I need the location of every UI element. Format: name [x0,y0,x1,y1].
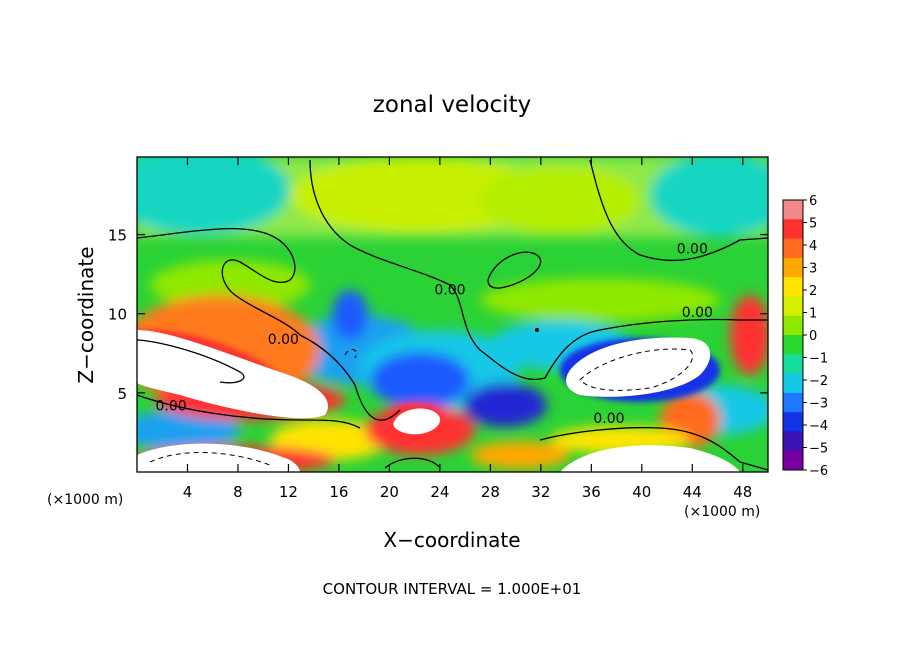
contour-labels: 0.00 0.00 0.00 0.00 0.00 0.00 [155,242,712,427]
y-tick-label: 15 [108,227,127,245]
colorbar-tick-label: −4 [809,419,828,434]
colorbar-tick-label: −3 [809,397,828,412]
x-tick-label: 48 [733,483,752,501]
colorbar-swatch [783,412,803,432]
colorbar-swatch [783,354,803,375]
heatmap-field [137,157,768,472]
x-unit-label-right: (×1000 m) [684,504,760,520]
contour-label: 0.00 [593,411,624,427]
colorbar-swatch [783,450,803,471]
x-tick-label: 44 [683,483,702,501]
colorbar-swatch [783,315,803,336]
colorbar-tick-label: −5 [809,442,828,457]
colorbar-swatch [783,257,803,278]
colorbar-tick-label: −2 [809,374,828,389]
colorbar-swatch [783,219,803,240]
colorbar-swatch [783,296,803,317]
x-tick-label: 16 [329,483,348,501]
x-tick-label: 8 [233,483,243,501]
contour-label: 0.00 [434,283,465,299]
x-tick-label: 40 [632,483,651,501]
contour-label: 0.00 [682,305,713,321]
x-axis-label: X−coordinate [383,528,520,552]
colorbar-swatch [783,431,803,452]
plot-frame [136,156,769,473]
colorbar-tick-label: 1 [809,307,817,322]
x-tick-label: 4 [183,483,193,501]
colorbar-tick-label: 3 [809,262,817,277]
colorbar-labels: 6 5 4 3 2 1 0 −1 −2 −3 −4 −5 −6 [803,194,828,479]
x-tick-label: 20 [380,483,399,501]
contour-label: 0.00 [268,332,299,348]
colorbar-swatch [783,335,803,355]
colorbar-swatch [783,373,803,394]
contour-label: 0.00 [155,398,186,414]
x-axis-ticks: 4 8 12 16 20 24 28 32 36 40 44 48 [183,157,752,501]
colorbar-swatch [783,238,803,259]
colorbar-tick-label: −6 [809,464,828,479]
colorbar-tick-label: −1 [809,352,828,367]
y-axis-ticks: 5 10 15 [108,227,768,403]
colorbar-swatch [783,277,803,297]
contour-interval-note: CONTOUR INTERVAL = 1.000E+01 [323,580,582,598]
colorbar [783,200,803,471]
y-tick-label: 5 [117,385,127,403]
colorbar-swatch [783,392,803,413]
contour-label: 0.00 [677,242,708,258]
colorbar-swatch [783,200,803,220]
x-tick-label: 24 [430,483,449,501]
colorbar-tick-label: 0 [809,329,817,344]
y-axis-label: Z−coordinate [74,246,98,383]
x-tick-label: 28 [481,483,500,501]
x-tick-label: 36 [582,483,601,501]
chart-title: zonal velocity [373,92,531,118]
colorbar-tick-label: 5 [809,217,817,232]
colorbar-tick-label: 4 [809,239,817,254]
x-tick-label: 32 [531,483,550,501]
colorbar-tick-label: 6 [809,194,817,209]
y-tick-label: 10 [108,306,127,324]
x-tick-label: 12 [279,483,298,501]
x-unit-label-left: (×1000 m) [47,492,123,508]
colorbar-tick-label: 2 [809,284,817,299]
